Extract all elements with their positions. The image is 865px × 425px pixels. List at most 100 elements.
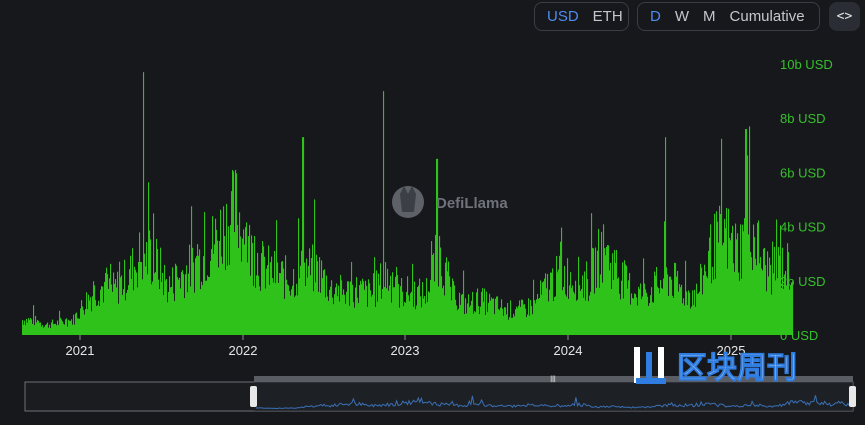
- volume-bar: [64, 324, 66, 335]
- range-slider-handle-bar[interactable]: [254, 376, 853, 382]
- volume-bar: [35, 315, 37, 335]
- volume-bar: [562, 290, 564, 335]
- volume-bar: [518, 305, 520, 335]
- volume-bar: [351, 261, 353, 335]
- volume-bar: [361, 284, 363, 335]
- volume-bar: [181, 271, 183, 335]
- volume-bar: [184, 298, 186, 335]
- volume-bar: [291, 289, 293, 335]
- volume-bar: [580, 290, 582, 335]
- volume-bar: [47, 322, 49, 335]
- volume-bar: [117, 271, 119, 335]
- volume-bar: [316, 254, 318, 335]
- volume-bar: [512, 317, 514, 335]
- volume-bar: [761, 268, 763, 335]
- volume-bar: [55, 323, 57, 335]
- volume-bar: [54, 323, 56, 335]
- volume-bar: [255, 287, 257, 335]
- volume-bar: [313, 291, 315, 335]
- volume-bar: [274, 250, 276, 335]
- period-cumulative-button[interactable]: Cumulative: [729, 8, 805, 25]
- volume-bar: [716, 211, 718, 335]
- volume-bar: [511, 317, 513, 335]
- range-slider[interactable]: |||: [24, 376, 856, 412]
- volume-bar: [119, 261, 121, 335]
- volume-bar: [265, 288, 267, 335]
- volume-bar: [417, 287, 419, 335]
- volume-bar: [406, 291, 408, 335]
- volume-bar: [338, 285, 340, 335]
- range-slider-right-handle[interactable]: [849, 386, 856, 407]
- period-daily-button[interactable]: D: [650, 8, 661, 25]
- volume-bar: [318, 291, 320, 335]
- volume-bar: [96, 306, 98, 335]
- volume-bar: [460, 304, 462, 335]
- volume-bar: [156, 238, 158, 335]
- volume-bar: [790, 285, 792, 335]
- volume-bar: [273, 282, 275, 335]
- volume-bar: [304, 262, 306, 335]
- volume-bar: [725, 228, 727, 335]
- volume-bar: [175, 263, 177, 335]
- volume-bar: [681, 284, 683, 335]
- volume-bar: [135, 269, 137, 335]
- volume-bar: [197, 244, 199, 335]
- volume-bar: [750, 251, 752, 335]
- volume-bar: [636, 297, 638, 335]
- embed-code-button[interactable]: <>: [829, 2, 860, 31]
- volume-bar: [712, 266, 714, 335]
- volume-bar: [662, 288, 664, 335]
- volume-bar: [628, 280, 630, 335]
- volume-bar: [466, 313, 468, 335]
- volume-bar: [287, 284, 289, 335]
- period-monthly-button[interactable]: M: [703, 8, 716, 25]
- volume-bar: [269, 284, 271, 335]
- volume-bar: [656, 266, 658, 335]
- volume-bar: [578, 256, 580, 335]
- volume-bar: [701, 267, 703, 335]
- volume-bar: [279, 272, 281, 335]
- volume-bar: [667, 274, 669, 335]
- currency-usd-button[interactable]: USD: [547, 8, 579, 25]
- volume-bar: [585, 300, 587, 335]
- volume-bar: [729, 237, 731, 335]
- volume-bar: [28, 318, 30, 335]
- volume-bar: [566, 296, 568, 335]
- volume-bar: [390, 275, 392, 335]
- volume-bar: [773, 273, 775, 335]
- volume-bar: [621, 280, 623, 335]
- volume-bar: [485, 314, 487, 335]
- volume-bar: [423, 298, 425, 335]
- volume-bar: [399, 307, 401, 335]
- volume-bar: [534, 300, 536, 335]
- volume-bar: [229, 264, 231, 335]
- volume-bar: [344, 294, 346, 335]
- volume-bar: [335, 287, 337, 335]
- volume-bar: [276, 220, 278, 335]
- y-tick-label: 8b USD: [780, 111, 826, 126]
- volume-bar: [178, 279, 180, 335]
- volume-bar: [751, 257, 753, 335]
- range-slider-left-handle[interactable]: [250, 386, 257, 407]
- period-weekly-button[interactable]: W: [674, 8, 690, 25]
- volume-bar: [346, 291, 348, 335]
- volume-bar: [461, 294, 463, 335]
- volume-bar: [256, 275, 258, 335]
- volume-bar: [665, 137, 667, 335]
- volume-bar: [388, 290, 390, 335]
- volume-bar: [359, 285, 361, 335]
- volume-bar: [152, 281, 154, 335]
- code-brackets-icon: <>: [836, 9, 853, 24]
- x-axis: 2021 2022 2023 2024 2025: [66, 335, 745, 358]
- volume-bar: [776, 219, 778, 335]
- volume-bar: [440, 247, 442, 335]
- volume-bar: [722, 245, 724, 335]
- volume-bar: [309, 248, 311, 335]
- volume-bar: [758, 220, 760, 335]
- volume-bar: [690, 308, 692, 335]
- currency-eth-button[interactable]: ETH: [592, 8, 623, 25]
- y-axis: 0 USD 2b USD 4b USD 6b USD 8b USD 10b USD: [780, 57, 833, 343]
- volume-bar: [711, 283, 713, 335]
- volume-bar: [477, 288, 479, 335]
- volume-bar: [179, 277, 181, 335]
